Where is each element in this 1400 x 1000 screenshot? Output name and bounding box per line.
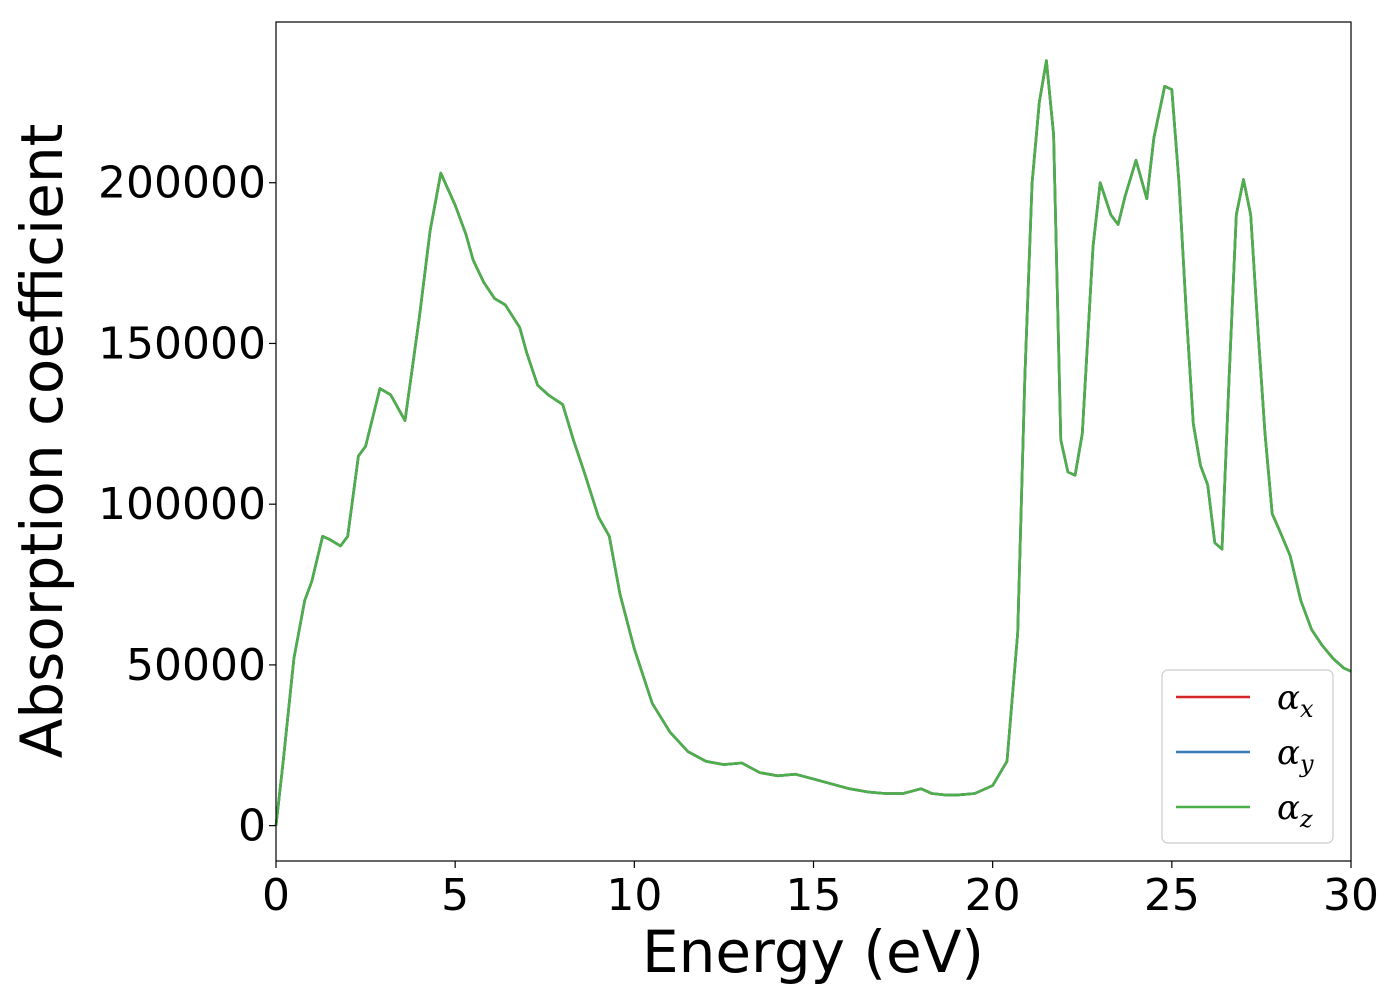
- y-tick-label: 150000: [98, 318, 266, 369]
- x-tick-label: 20: [965, 870, 1021, 921]
- y-axis-title: Absorption coefficient: [8, 124, 76, 759]
- x-tick-label: 0: [262, 870, 290, 921]
- x-axis-title: Energy (eV): [642, 918, 984, 986]
- y-tick-label: 0: [238, 801, 266, 852]
- legend: αx αy αz: [1161, 669, 1334, 844]
- x-tick-label: 25: [1144, 870, 1200, 921]
- legend-label-z: αz: [1277, 788, 1313, 833]
- series-layer: [274, 59, 1352, 826]
- y-tick-label: 200000: [98, 158, 266, 209]
- legend-label-x: αx: [1277, 678, 1314, 723]
- legend-label-y: αy: [1277, 733, 1314, 778]
- y-axis: 0 50000 100000 150000 200000: [98, 158, 276, 852]
- x-tick-label: 15: [786, 870, 842, 921]
- x-tick-label: 5: [441, 870, 469, 921]
- legend-box: [1161, 669, 1334, 844]
- y-tick-label: 50000: [126, 640, 266, 691]
- series-line-z: [274, 59, 1352, 826]
- x-tick-label: 30: [1323, 870, 1379, 921]
- x-tick-label: 10: [606, 870, 662, 921]
- y-tick-label: 100000: [98, 479, 266, 530]
- x-axis: 0 5 10 15 20 25 30: [262, 861, 1379, 921]
